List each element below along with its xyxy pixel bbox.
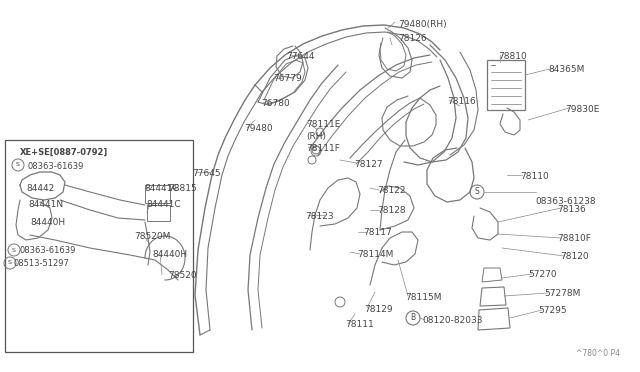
Text: B: B — [410, 314, 415, 323]
Text: S: S — [8, 260, 12, 266]
Text: 78520M: 78520M — [134, 232, 170, 241]
Text: 08120-82033: 08120-82033 — [422, 316, 483, 325]
Text: 84441C: 84441C — [146, 200, 180, 209]
Text: 57295: 57295 — [538, 306, 566, 315]
Text: S: S — [475, 187, 479, 196]
Text: 78136: 78136 — [557, 205, 586, 214]
Text: 08513-51297: 08513-51297 — [14, 259, 70, 268]
Text: 78123: 78123 — [305, 212, 333, 221]
Text: XE+SE[0887-0792]: XE+SE[0887-0792] — [20, 148, 108, 157]
Text: 78111E: 78111E — [306, 120, 340, 129]
Text: 79480(RH): 79480(RH) — [398, 20, 447, 29]
Text: 84440H: 84440H — [152, 250, 187, 259]
Text: 78810F: 78810F — [557, 234, 591, 243]
Text: 76779: 76779 — [273, 74, 301, 83]
Text: 08363-61639: 08363-61639 — [20, 246, 76, 255]
Text: 78116: 78116 — [447, 97, 476, 106]
Text: 76780: 76780 — [261, 99, 290, 108]
Text: 78114M: 78114M — [357, 250, 394, 259]
Text: 78520: 78520 — [168, 271, 196, 280]
Text: ^780^0 P4: ^780^0 P4 — [576, 349, 620, 358]
Bar — [487, 60, 525, 110]
Text: S: S — [16, 163, 20, 167]
Text: 78110: 78110 — [520, 172, 548, 181]
Text: 08363-61238: 08363-61238 — [535, 197, 596, 206]
Text: (RH): (RH) — [306, 132, 326, 141]
Text: 78128: 78128 — [377, 206, 406, 215]
Text: 84442: 84442 — [26, 184, 54, 193]
Text: 77644: 77644 — [286, 52, 314, 61]
Text: 78117: 78117 — [363, 228, 392, 237]
Text: 78111F: 78111F — [306, 144, 340, 153]
Text: 84440H: 84440H — [30, 218, 65, 227]
Text: 77645: 77645 — [192, 169, 221, 178]
Text: 57278M: 57278M — [544, 289, 580, 298]
Text: 84365M: 84365M — [548, 65, 584, 74]
Text: 78122: 78122 — [377, 186, 406, 195]
Text: 57270: 57270 — [528, 270, 557, 279]
Text: 79830E: 79830E — [565, 105, 600, 114]
Text: S: S — [12, 247, 16, 253]
Text: 78815: 78815 — [168, 184, 196, 193]
Text: 78120: 78120 — [560, 252, 589, 261]
Bar — [145, 185, 170, 203]
Text: 84441N: 84441N — [28, 200, 63, 209]
Text: 08363-61639: 08363-61639 — [28, 162, 84, 171]
Text: 78126: 78126 — [398, 34, 427, 43]
Text: 84441C: 84441C — [144, 184, 179, 193]
Text: 78810: 78810 — [498, 52, 527, 61]
Bar — [147, 205, 170, 221]
Text: 78111: 78111 — [345, 320, 374, 329]
Text: 78115M: 78115M — [405, 293, 442, 302]
Text: 78129: 78129 — [364, 305, 392, 314]
Text: 78127: 78127 — [354, 160, 383, 169]
Text: 79480: 79480 — [244, 124, 273, 133]
Bar — [5, 140, 193, 352]
